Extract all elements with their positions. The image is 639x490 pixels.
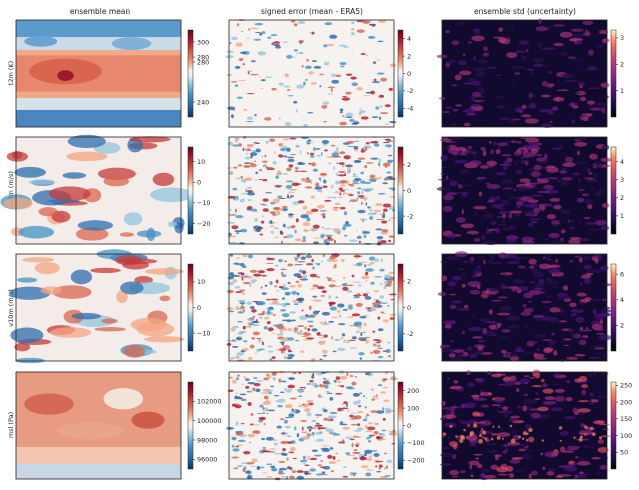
colorbar-tick-label: 2 <box>620 61 624 69</box>
colorbar-tick-label: −200 <box>407 457 425 465</box>
column-title-std: ensemble std (uncertainty) <box>474 7 576 16</box>
column-title-mean: ensemble mean <box>70 7 131 16</box>
colorbar-msl-error: 200 100 0 −100 −200 <box>397 381 425 470</box>
colorbar-tick-label: 0 <box>407 422 411 430</box>
colorbar-tick-label: 0 <box>407 304 411 312</box>
colorbar-tick-label: 0 <box>197 304 201 312</box>
colorbar-tick-label: −20 <box>197 220 211 228</box>
colorbar-tick-label: -2 <box>407 87 413 95</box>
colorbar-tick-label: 4 <box>407 35 411 43</box>
colorbar-tick-label: 100 <box>620 432 632 440</box>
colorbar-tick-label: 1 <box>620 212 624 220</box>
colorbar-tick-label: 240 <box>197 98 209 106</box>
colorbar-tick-label: 96000 <box>197 456 217 464</box>
row-label-u10m: u10m (m/s) <box>7 171 15 209</box>
colorbar-tick-label: −100 <box>407 439 425 447</box>
colorbar-tick-label: 200 <box>620 398 632 406</box>
column-titles: ensemble mean signed error (mean - ERA5)… <box>70 7 576 16</box>
colorbar-v10m-error: 2 0 -2 <box>397 263 413 352</box>
colorbar-u10m-std: 4 3 2 1 <box>610 146 624 235</box>
colorbar-tick-label: −10 <box>197 329 211 337</box>
row-label-v10m: v10m (m/s) <box>7 289 15 327</box>
colorbar-tick-label: 100 <box>407 404 419 412</box>
map-panel-t2m-std: 3 2 1 <box>436 18 624 128</box>
colorbar-tick-label: 2 <box>407 52 411 60</box>
map-panel-msl-std: 250 200 150 100 50 <box>439 369 632 481</box>
colorbar-tick-label: 2 <box>407 277 411 285</box>
colorbar-tick-label: 0 <box>407 70 411 78</box>
map-panel-v10m-std: 6 4 2 <box>437 251 624 362</box>
colorbar-tick-label: 250 <box>620 382 632 390</box>
map-panel-u10m-mean: 10 0 −10 −20 <box>0 134 211 245</box>
colorbar-tick-label: 280 <box>197 58 209 66</box>
colorbar-tick-label: 280 <box>197 53 209 61</box>
row-label-msl: msl (Pa) <box>7 412 15 438</box>
colorbar-tick-label: 6 <box>620 271 624 279</box>
colorbar-tick-label: 200 <box>407 387 419 395</box>
map-panel-v10m-error: 2 0 -2 <box>226 252 413 362</box>
colorbar-tick-label: -4 <box>407 105 413 113</box>
map-panel-t2m-error: 4 2 0 -2 -4 <box>225 19 413 128</box>
colorbar-t2m-std: 3 2 1 <box>610 29 624 118</box>
colorbar-tick-label: 2 <box>620 194 624 202</box>
colorbar-tick-label: -2 <box>407 212 413 220</box>
map-panel-u10m-error: 2 0 -2 <box>227 136 413 246</box>
colorbar-v10m-mean: 10 0 −10 <box>187 263 211 352</box>
colorbar-tick-label: 0 <box>407 187 411 195</box>
colorbar-tick-label: 102000 <box>197 398 221 406</box>
colorbar-tick-label: 3 <box>620 34 624 42</box>
colorbar-tick-label: 98000 <box>197 436 217 444</box>
colorbar-tick-label: 50 <box>620 449 628 457</box>
colorbar-msl-std: 250 200 150 100 50 <box>610 382 632 470</box>
map-panel-u10m-std: 4 3 2 1 <box>436 136 624 246</box>
colorbar-tick-label: 100000 <box>197 417 221 425</box>
colorbar-tick-label: 10 <box>197 278 205 286</box>
colorbar-tick-label: −10 <box>197 199 211 207</box>
map-panel-v10m-mean: 10 0 −10 <box>9 249 211 364</box>
colorbar-tick-label: 0 <box>197 179 201 187</box>
colorbar-u10m-mean: 10 0 −10 −20 <box>187 146 211 235</box>
colorbar-tick-label: 4 <box>620 296 624 304</box>
colorbar-tick-label: 300 <box>197 38 209 46</box>
colorbar-tick-label: 150 <box>620 415 632 423</box>
map-panel-msl-mean: 102000 100000 98000 96000 <box>15 371 221 480</box>
colorbar-tick-label: -2 <box>407 330 413 338</box>
column-title-error: signed error (mean - ERA5) <box>261 7 363 16</box>
map-panel-msl-error: 200 100 0 −100 −200 <box>226 370 425 481</box>
colorbar-tick-label: 1 <box>620 87 624 95</box>
row-label-t2m: t2m (K) <box>7 61 15 85</box>
map-panels: 300280280240420-2-4321100−10−2020-243211… <box>0 18 632 481</box>
row-labels: t2m (K) u10m (m/s) v10m (m/s) msl (Pa) <box>7 61 15 438</box>
colorbar-t2m-error: 4 2 0 -2 -4 <box>397 29 413 118</box>
colorbar-tick-label: 4 <box>620 158 624 166</box>
colorbar-tick-label: 2 <box>407 161 411 169</box>
colorbar-msl-mean: 102000 100000 98000 96000 <box>187 381 221 470</box>
colorbar-v10m-std: 6 4 2 <box>610 263 624 352</box>
colorbar-u10m-error: 2 0 -2 <box>397 146 413 235</box>
colorbar-tick-label: 10 <box>197 158 205 166</box>
colorbar-tick-label: 3 <box>620 176 624 184</box>
colorbar-tick-label: 2 <box>620 322 624 330</box>
